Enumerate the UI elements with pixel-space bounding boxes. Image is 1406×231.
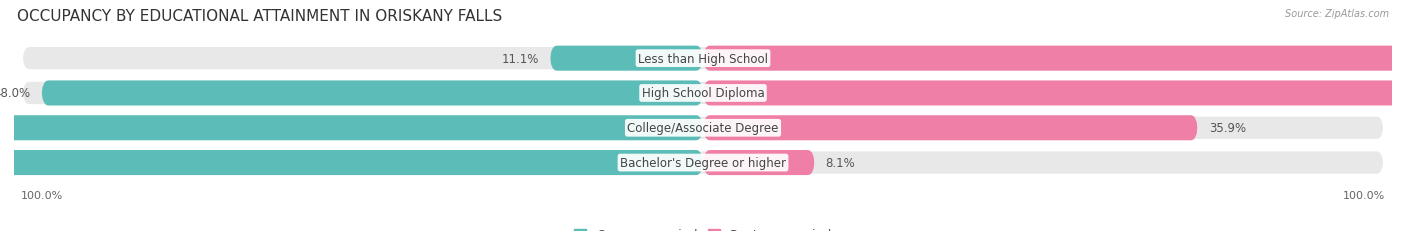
FancyBboxPatch shape (703, 46, 1406, 71)
Text: 8.1%: 8.1% (825, 156, 855, 169)
FancyBboxPatch shape (0, 116, 703, 141)
Text: Bachelor's Degree or higher: Bachelor's Degree or higher (620, 156, 786, 169)
FancyBboxPatch shape (703, 116, 1198, 141)
Text: College/Associate Degree: College/Associate Degree (627, 122, 779, 135)
FancyBboxPatch shape (703, 150, 814, 175)
Text: Source: ZipAtlas.com: Source: ZipAtlas.com (1285, 9, 1389, 19)
Text: 100.0%: 100.0% (21, 191, 63, 201)
FancyBboxPatch shape (21, 116, 1385, 141)
Text: OCCUPANCY BY EDUCATIONAL ATTAINMENT IN ORISKANY FALLS: OCCUPANCY BY EDUCATIONAL ATTAINMENT IN O… (17, 9, 502, 24)
FancyBboxPatch shape (21, 150, 1385, 175)
Text: High School Diploma: High School Diploma (641, 87, 765, 100)
Text: 48.0%: 48.0% (0, 87, 31, 100)
FancyBboxPatch shape (703, 81, 1406, 106)
FancyBboxPatch shape (21, 46, 1385, 71)
FancyBboxPatch shape (0, 150, 703, 175)
FancyBboxPatch shape (550, 46, 703, 71)
FancyBboxPatch shape (21, 81, 1385, 106)
Legend: Owner-occupied, Renter-occupied: Owner-occupied, Renter-occupied (568, 223, 838, 231)
Text: 11.1%: 11.1% (502, 52, 538, 65)
Text: 35.9%: 35.9% (1209, 122, 1246, 135)
Text: Less than High School: Less than High School (638, 52, 768, 65)
Text: 100.0%: 100.0% (1343, 191, 1385, 201)
FancyBboxPatch shape (42, 81, 703, 106)
